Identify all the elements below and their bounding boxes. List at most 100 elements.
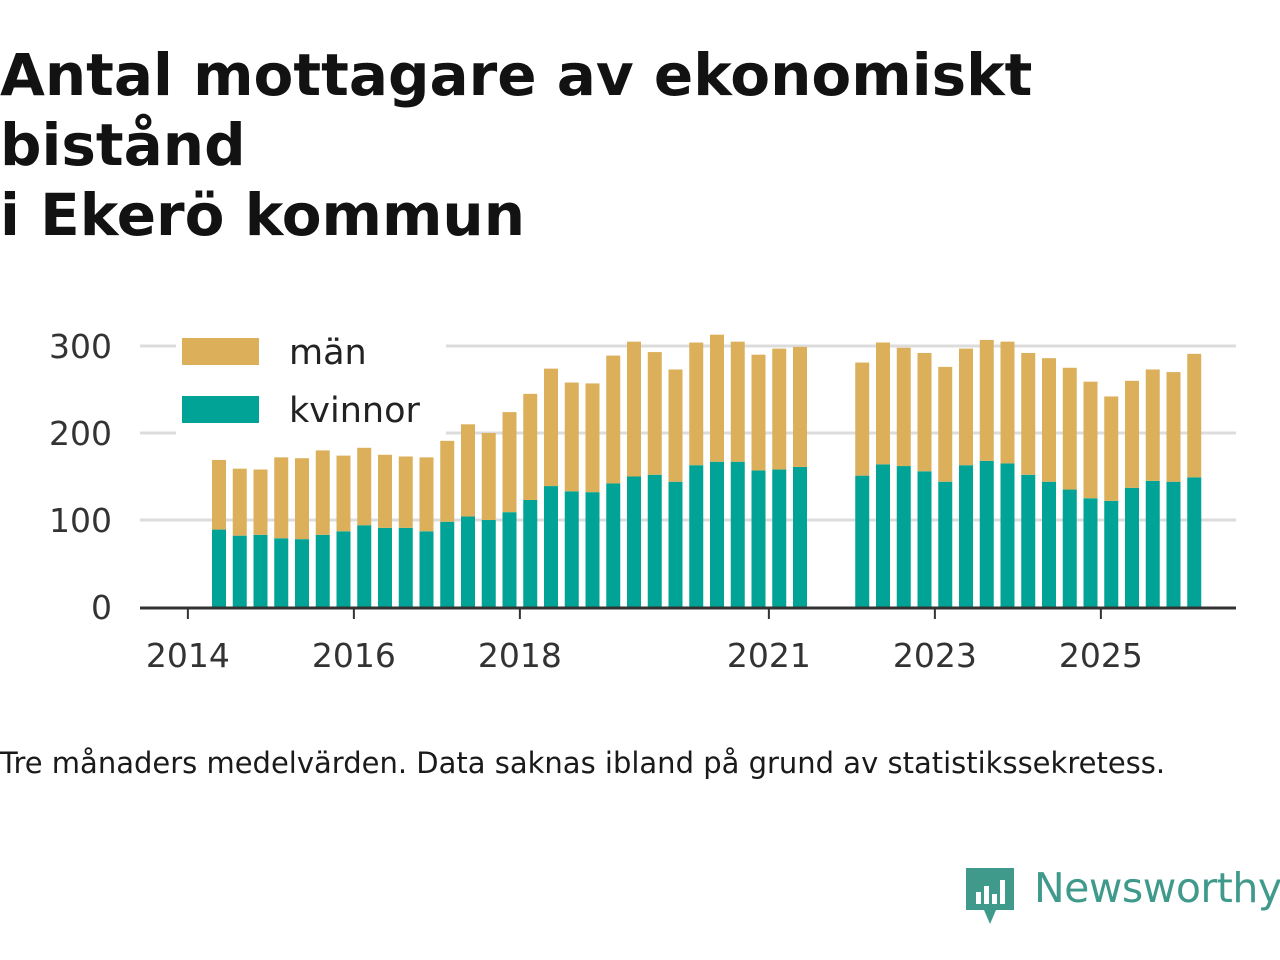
bar-man [481,433,496,520]
bar-man [398,456,413,528]
bar-kvinnor [502,512,517,607]
bar-kvinnor [253,534,268,607]
bar-kvinnor [606,483,621,607]
bar-man [585,383,600,493]
bar-kvinnor [1021,474,1036,607]
bar-man [336,455,351,532]
bar-man [315,450,330,535]
bar-kvinnor [295,539,309,607]
bar-kvinnor [647,474,662,607]
bar-man [1062,367,1077,490]
bar-kvinnor [1062,489,1077,607]
bar-man [772,348,787,470]
bar-kvinnor [336,531,351,607]
bar-kvinnor [959,465,973,607]
bar-kvinnor [730,461,745,607]
bar-kvinnor [481,520,496,607]
x-tick-label: 2023 [893,636,977,675]
bar-kvinnor [544,486,558,607]
bar-kvinnor [1187,477,1202,607]
bar-kvinnor [1104,500,1119,607]
legend: män kvinnor [176,328,446,438]
bar-kvinnor [274,538,289,607]
bar-kvinnor [1083,498,1098,607]
bar-man [274,457,289,539]
bar-kvinnor [315,534,330,607]
y-tick-label: 200 [49,414,112,453]
brand-name: Newsworthy [1034,864,1280,912]
bar-man [1104,396,1119,501]
bar-kvinnor [1145,480,1160,607]
bar-kvinnor [979,460,994,607]
bar-kvinnor [772,469,787,607]
x-tick-label: 2016 [312,636,396,675]
bar-man [212,459,226,530]
bar-kvinnor [710,461,724,607]
bar-man [1042,358,1056,482]
bar-kvinnor [751,470,766,607]
bar-kvinnor [668,481,683,607]
bar-man [606,355,621,484]
newsworthy-logo-icon [966,868,1014,924]
bar-man [440,440,455,522]
bar-kvinnor [419,531,434,607]
bar-kvinnor [378,527,392,607]
bar-man [730,341,745,462]
x-axis: 2014 2016 2018 2021 2023 2025 [140,606,1236,675]
bar-kvinnor [440,521,455,607]
bar-man [1000,341,1015,464]
bar-man [938,366,953,482]
x-tick-label: 2018 [478,636,562,675]
bar-kvinnor [1125,487,1139,607]
bar-kvinnor [855,475,870,607]
bar-man [295,458,309,540]
bar-kvinnor [523,499,538,607]
bar-man [1021,352,1036,475]
bar-man [876,342,890,465]
bar-kvinnor [793,466,807,607]
bar-kvinnor [896,466,911,607]
bar-man [1166,372,1181,482]
bar-man [232,468,247,536]
y-tick-label: 100 [49,501,112,540]
bar-kvinnor [1042,481,1056,607]
bar-man [627,341,641,477]
y-axis-ticks: 0 100 200 300 [49,327,112,627]
chart-caption: Tre månaders medelvärden. Data saknas ib… [0,746,1166,780]
bars [212,334,1202,607]
bar-man [751,354,766,471]
bar-kvinnor [564,491,579,607]
bar-man [357,447,372,526]
bar-man [647,352,662,475]
bar-kvinnor [585,492,600,607]
legend-label-women: kvinnor [289,391,420,431]
bar-man [253,469,268,535]
bar-kvinnor [461,516,475,607]
bar-man [979,339,994,461]
bar-man [502,412,517,513]
legend-label-men: män [289,333,367,373]
bar-kvinnor [398,527,413,607]
chart-title-line-2: i Ekerö kommun [0,181,526,249]
bar-man [1187,353,1202,478]
bar-kvinnor [1000,463,1015,607]
bar-man [544,368,558,487]
bar-man [1145,369,1160,481]
bar-man [689,342,704,466]
bar-kvinnor [876,464,890,607]
legend-swatch-women [182,396,259,423]
bar-kvinnor [212,529,226,607]
bar-kvinnor [1166,481,1181,607]
bar-man [959,348,973,466]
x-tick-label: 2021 [727,636,811,675]
bar-man [855,362,870,476]
bar-man [419,457,434,532]
bar-kvinnor [917,471,932,607]
bar-man [896,347,911,467]
bar-man [710,334,724,462]
bar-man [564,382,579,492]
bar-kvinnor [938,481,953,607]
x-tick-label: 2025 [1059,636,1143,675]
bar-man [461,424,475,517]
bar-man [917,352,932,472]
